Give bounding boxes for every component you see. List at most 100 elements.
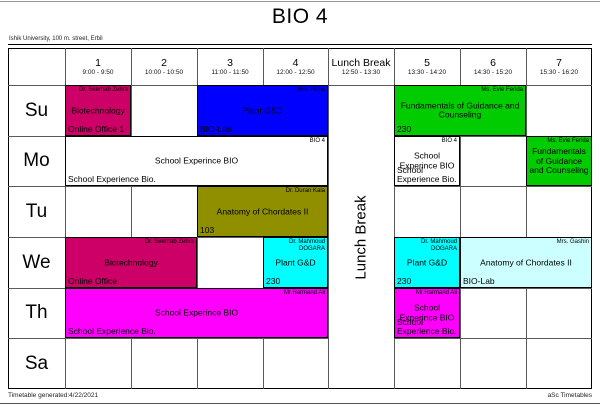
lesson-cell-th-5: Mr.Harmand Ali School Experince BIO Scho… xyxy=(394,288,460,338)
lesson-cell-su-3-4: Mrs. Nuha Plant G&D BIO-Lab xyxy=(197,85,328,136)
period-time: 12:00 - 12:50 xyxy=(276,68,315,76)
grid-hline xyxy=(394,136,592,137)
period-number: 5 xyxy=(424,56,430,69)
grid-vline xyxy=(328,48,329,389)
lesson-teacher: Dr. Duran Kala xyxy=(285,188,325,194)
lesson-subject: School Experince BIO xyxy=(399,150,455,170)
header-divider xyxy=(8,44,592,45)
day-label-tu: Tu xyxy=(25,200,48,222)
lesson-subject: Biotechnology xyxy=(71,104,125,115)
lesson-subject: Plant G&D xyxy=(275,256,316,267)
lesson-cell-tu-3-4: Dr. Duran Kala Anatomy of Chordates II 1… xyxy=(197,186,328,237)
lesson-cell-th-1-4: Mr.Harmand Ali School Experince BIO Scho… xyxy=(65,288,328,338)
period-number: 4 xyxy=(292,56,299,69)
grid-outline xyxy=(8,48,592,389)
period-number: 1 xyxy=(95,56,101,69)
footer-app-name: aSc Timetables xyxy=(547,392,592,399)
lesson-room: School Experience Bio. xyxy=(68,174,156,184)
footer-generated-date: Timetable generated:4/22/2021 xyxy=(8,392,99,399)
lesson-teacher: Dr. Mahmoud DOGARA xyxy=(420,239,457,252)
period-header-5: 5 13:30 - 14:20 xyxy=(394,48,460,85)
lesson-teacher: Dr. Seemab Zehra xyxy=(78,87,128,93)
lesson-room: 230 xyxy=(397,276,412,286)
lesson-class-label: BIO 4 xyxy=(441,138,457,144)
lesson-subject: Fundamentals of Guidance and Counseling xyxy=(529,145,589,175)
grid-hline xyxy=(8,186,328,187)
lesson-room: BIO-Lab xyxy=(463,276,495,286)
grid-vline xyxy=(460,48,461,389)
lesson-room: School Experience Bio. xyxy=(397,317,457,336)
grid-vline xyxy=(65,48,66,389)
day-label-we: We xyxy=(22,251,51,273)
lunch-break-column: Lunch Break xyxy=(328,85,394,389)
lesson-cell-mo-1-4: BIO 4 School Experince BIO School Experi… xyxy=(65,136,328,186)
footer-divider xyxy=(0,403,600,404)
period-time: 9:00 - 9:50 xyxy=(82,68,114,76)
grid-hline xyxy=(8,338,328,339)
grid-vline xyxy=(394,48,395,389)
lesson-subject: School Experince BIO xyxy=(399,302,455,322)
lesson-cell-su-1: Dr. Seemab Zehra Biotechnology Online Of… xyxy=(65,85,131,136)
grid-hline xyxy=(394,338,592,339)
period-time: 12:50 - 13:30 xyxy=(341,68,381,76)
period-header-6: 6 14:30 - 15:20 xyxy=(460,48,526,85)
period-number: 2 xyxy=(161,56,167,69)
lesson-teacher: Mrs. Gashin xyxy=(556,239,589,245)
period-time: 10:00 - 10:50 xyxy=(144,68,184,76)
lesson-subject: Fundamentals of Guidance and Counseling xyxy=(400,100,520,120)
day-label-mo: Mo xyxy=(23,150,50,171)
grid-hline xyxy=(394,288,592,289)
lesson-room: Online Office xyxy=(68,276,117,286)
lunch-break-label: Lunch Break xyxy=(352,194,370,280)
lesson-room: 230 xyxy=(266,276,281,286)
lesson-room: 230 xyxy=(397,124,412,134)
lesson-teacher: Dr. Mahmoud DOGARA xyxy=(288,239,325,252)
lesson-room: Online Office 1 xyxy=(68,124,125,134)
page-title: BIO 4 xyxy=(271,5,329,28)
lesson-room: BIO-Lab xyxy=(200,124,232,134)
lesson-subject: Biotechnology xyxy=(104,256,158,267)
lesson-subject: Plant G&D xyxy=(406,256,448,267)
period-header-1: 1 9:00 - 9:50 xyxy=(65,48,131,85)
lesson-teacher: Ms. Evie Ferida xyxy=(547,138,589,144)
lesson-teacher: Mrs. Nuha xyxy=(297,87,325,93)
lesson-room: 103 xyxy=(200,225,215,235)
lesson-cell-mo-7: Ms. Evie Ferida Fundamentals of Guidance… xyxy=(526,136,592,186)
lesson-cell-mo-5: BIO 4 School Experince BIO School Experi… xyxy=(394,136,460,186)
lesson-cell-we-1-2: Dr. Seemab Zehra Biotechnology Online Of… xyxy=(65,237,197,288)
lesson-subject: Plant G&D xyxy=(242,104,283,115)
period-header-4: 4 12:00 - 12:50 xyxy=(263,48,328,85)
period-header-2: 2 10:00 - 10:50 xyxy=(131,48,197,85)
period-time: 11:00 - 11:50 xyxy=(211,68,249,76)
lesson-cell-we-6-7: Mrs. Gashin Anatomy of Chordates II BIO-… xyxy=(460,237,592,288)
period-number: 7 xyxy=(556,56,562,69)
grid-hline xyxy=(394,186,592,187)
lesson-class-label: BIO 4 xyxy=(309,138,325,144)
period-header-3: 3 11:00 - 11:50 xyxy=(197,48,263,85)
lesson-subject: School Experince BIO xyxy=(154,307,239,318)
lesson-room: School Experience Bio. xyxy=(68,326,156,336)
day-label-th: Th xyxy=(25,302,48,323)
period-header-lunch: Lunch Break 12:50 - 13:30 xyxy=(328,48,394,85)
school-name: Ishik University, 100 m. street, Erbil xyxy=(9,36,103,42)
period-number: Lunch Break xyxy=(331,56,391,69)
lesson-subject: Anatomy of Chordates II xyxy=(216,205,309,216)
lesson-teacher: Dr. Seemab Zehra xyxy=(144,239,194,245)
grid-vline xyxy=(526,48,527,389)
lesson-subject: Anatomy of Chordates II xyxy=(480,256,572,267)
lesson-subject: School Experince BIO xyxy=(154,155,239,166)
lesson-cell-su-5-6: Ms. Evie Ferida Fundamentals of Guidance… xyxy=(394,85,526,136)
day-label-sa: Sa xyxy=(24,352,49,374)
lesson-teacher: Ms. Evie Ferida xyxy=(481,87,523,93)
period-header-7: 7 15:30 - 16:20 xyxy=(526,48,592,85)
lesson-teacher: Mr.Harmand Ali xyxy=(415,290,457,296)
period-time: 14:30 - 15:20 xyxy=(473,68,513,76)
lesson-teacher: Mr.Harmand Ali xyxy=(283,290,325,296)
lesson-cell-we-5: Dr. Mahmoud DOGARA Plant G&D 230 xyxy=(394,237,460,288)
period-number: 3 xyxy=(227,56,233,69)
page-top-edge xyxy=(0,1,600,2)
period-time: 15:30 - 16:20 xyxy=(539,68,579,76)
period-time: 13:30 - 14:20 xyxy=(407,68,447,76)
grid-vline xyxy=(131,48,132,389)
